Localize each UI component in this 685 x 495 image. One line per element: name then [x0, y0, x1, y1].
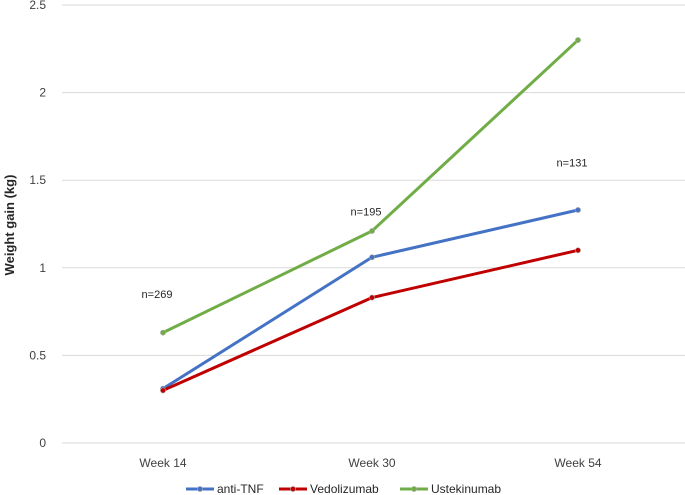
y-tick-label: 0 [39, 436, 46, 450]
series-line-ustekinumab [161, 38, 580, 335]
legend-label: anti-TNF [217, 482, 264, 495]
sample-size-label: n=269 [142, 289, 173, 301]
legend-item: anti-TNF [186, 482, 264, 495]
sample-size-label: n=131 [557, 158, 588, 170]
x-tick-label: Week 30 [348, 456, 395, 470]
data-point [575, 247, 581, 254]
gridlines [62, 4, 685, 444]
legend-marker [411, 486, 417, 492]
data-point [575, 37, 581, 43]
x-tick-label: Week 54 [554, 456, 601, 470]
legend-item: Ustekinumab [400, 482, 501, 495]
y-tick-label: 2 [39, 86, 46, 100]
legend-marker [290, 486, 296, 492]
x-tick-labels: Week 14 Week 30 Week 54 [139, 456, 601, 470]
series-lines [160, 37, 581, 394]
data-point [160, 329, 166, 336]
data-point [369, 228, 375, 234]
y-tick-labels: 0 0.5 1 1.5 2 2.5 [29, 0, 46, 450]
data-point [575, 207, 581, 213]
legend-label: Vedolizumab [310, 482, 379, 495]
x-tick-label: Week 14 [139, 456, 186, 470]
legend-label: Ustekinumab [431, 482, 501, 495]
series-line-vedolizumab [161, 248, 580, 392]
legend: anti-TNF Vedolizumab Ustekinumab [186, 482, 501, 495]
data-point [369, 254, 375, 261]
data-point [369, 294, 375, 301]
data-point [160, 387, 166, 394]
y-tick-label: 0.5 [29, 348, 46, 362]
y-axis-title: Weight gain (kg) [2, 175, 17, 276]
y-tick-label: 1 [39, 261, 46, 275]
y-tick-label: 1.5 [29, 173, 46, 187]
y-tick-label: 2.5 [29, 0, 46, 12]
legend-marker [197, 486, 203, 492]
sample-size-annotations: n=269 n=195 n=131 [142, 158, 588, 301]
legend-item: Vedolizumab [279, 482, 379, 495]
sample-size-label: n=195 [351, 207, 382, 219]
